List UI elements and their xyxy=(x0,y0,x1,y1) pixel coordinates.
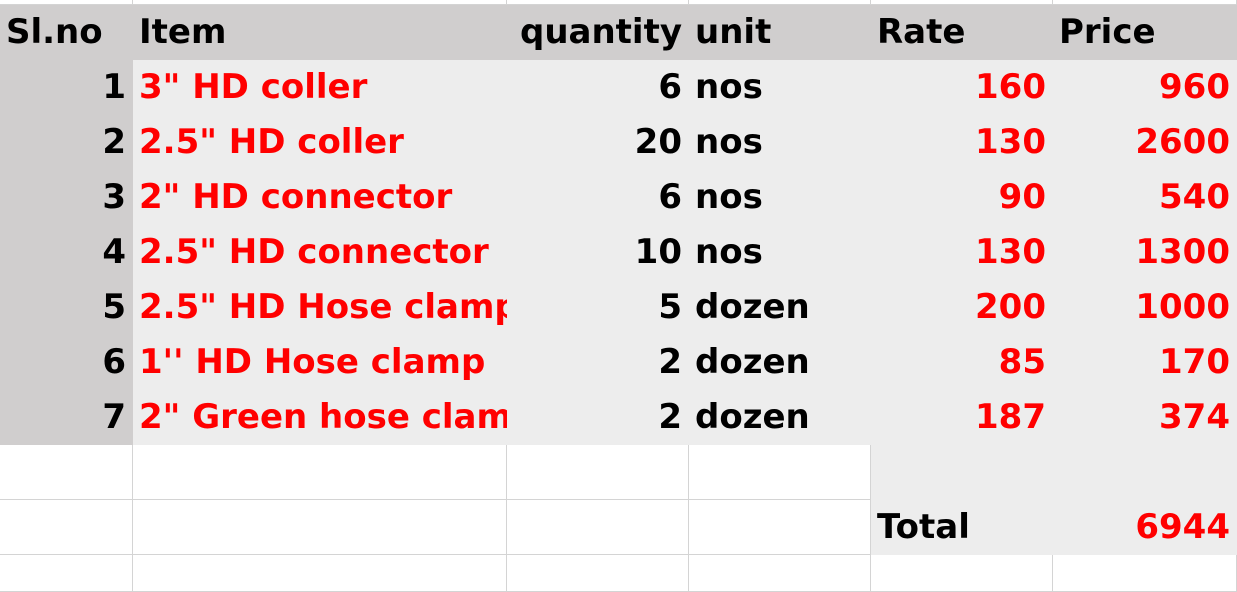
quantity-cell[interactable]: 6 xyxy=(507,170,689,225)
grid-top-edge xyxy=(133,0,507,5)
empty-cell[interactable] xyxy=(133,445,507,500)
quantity-cell[interactable]: 2 xyxy=(507,390,689,445)
empty-cell[interactable] xyxy=(1053,445,1237,500)
quantity-cell[interactable]: 6 xyxy=(507,60,689,115)
empty-cell[interactable] xyxy=(0,445,133,500)
rate-cell[interactable]: 85 xyxy=(871,335,1053,390)
total-label-cell[interactable]: Total xyxy=(871,500,1053,555)
grid-top-edge xyxy=(871,0,1053,5)
price-cell[interactable]: 1000 xyxy=(1053,280,1237,335)
header-price-cell[interactable]: Price xyxy=(1053,5,1237,60)
slno-cell[interactable]: 4 xyxy=(0,225,133,280)
empty-cell[interactable] xyxy=(133,555,507,592)
grid-top-edge xyxy=(689,0,871,5)
empty-cell[interactable] xyxy=(507,445,689,500)
quantity-cell[interactable]: 5 xyxy=(507,280,689,335)
header-rate-cell[interactable]: Rate xyxy=(871,5,1053,60)
rate-cell[interactable]: 160 xyxy=(871,60,1053,115)
empty-cell[interactable] xyxy=(133,500,507,555)
rate-cell[interactable]: 200 xyxy=(871,280,1053,335)
slno-cell[interactable]: 3 xyxy=(0,170,133,225)
price-cell[interactable]: 170 xyxy=(1053,335,1237,390)
unit-cell[interactable]: dozen xyxy=(689,280,871,335)
rate-cell[interactable]: 130 xyxy=(871,115,1053,170)
item-cell[interactable]: 3" HD coller xyxy=(133,60,507,115)
unit-cell[interactable]: dozen xyxy=(689,390,871,445)
grid-top-edge xyxy=(0,0,133,5)
rate-cell[interactable]: 90 xyxy=(871,170,1053,225)
header-slno-cell[interactable]: Sl.no xyxy=(0,5,133,60)
price-cell[interactable]: 374 xyxy=(1053,390,1237,445)
price-cell[interactable]: 1300 xyxy=(1053,225,1237,280)
empty-cell[interactable] xyxy=(507,500,689,555)
empty-cell[interactable] xyxy=(689,555,871,592)
item-cell[interactable]: 2.5" HD Hose clamp xyxy=(133,280,519,335)
slno-cell[interactable]: 2 xyxy=(0,115,133,170)
empty-cell[interactable] xyxy=(689,500,871,555)
slno-cell[interactable]: 1 xyxy=(0,60,133,115)
header-quantity-cell[interactable]: quantity xyxy=(507,5,689,60)
item-cell[interactable]: 2.5" HD connector xyxy=(133,225,507,280)
total-value-cell[interactable]: 6944 xyxy=(1053,500,1237,555)
quantity-cell[interactable]: 2 xyxy=(507,335,689,390)
unit-cell[interactable]: nos xyxy=(689,60,871,115)
unit-cell[interactable]: nos xyxy=(689,115,871,170)
quantity-cell[interactable]: 20 xyxy=(507,115,689,170)
empty-cell[interactable] xyxy=(689,445,871,500)
empty-cell[interactable] xyxy=(0,500,133,555)
header-unit-cell[interactable]: unit xyxy=(689,5,871,60)
price-cell[interactable]: 960 xyxy=(1053,60,1237,115)
unit-cell[interactable]: nos xyxy=(689,170,871,225)
empty-cell[interactable] xyxy=(871,555,1053,592)
item-cell[interactable]: 2.5" HD coller xyxy=(133,115,507,170)
item-cell[interactable]: 2" Green hose clamp xyxy=(133,390,536,445)
unit-cell[interactable]: nos xyxy=(689,225,871,280)
price-cell[interactable]: 540 xyxy=(1053,170,1237,225)
empty-cell[interactable] xyxy=(0,555,133,592)
empty-cell[interactable] xyxy=(507,555,689,592)
header-item-cell[interactable]: Item xyxy=(133,5,507,60)
price-cell[interactable]: 2600 xyxy=(1053,115,1237,170)
empty-cell[interactable] xyxy=(871,445,1053,500)
quantity-cell[interactable]: 10 xyxy=(507,225,689,280)
unit-cell[interactable]: dozen xyxy=(689,335,871,390)
item-cell[interactable]: 2" HD connector xyxy=(133,170,507,225)
slno-cell[interactable]: 6 xyxy=(0,335,133,390)
rate-cell[interactable]: 130 xyxy=(871,225,1053,280)
slno-cell[interactable]: 5 xyxy=(0,280,133,335)
rate-cell[interactable]: 187 xyxy=(871,390,1053,445)
item-cell[interactable]: 1'' HD Hose clamp xyxy=(133,335,507,390)
slno-cell[interactable]: 7 xyxy=(0,390,133,445)
grid-top-edge xyxy=(507,0,689,5)
empty-cell[interactable] xyxy=(1053,555,1237,592)
